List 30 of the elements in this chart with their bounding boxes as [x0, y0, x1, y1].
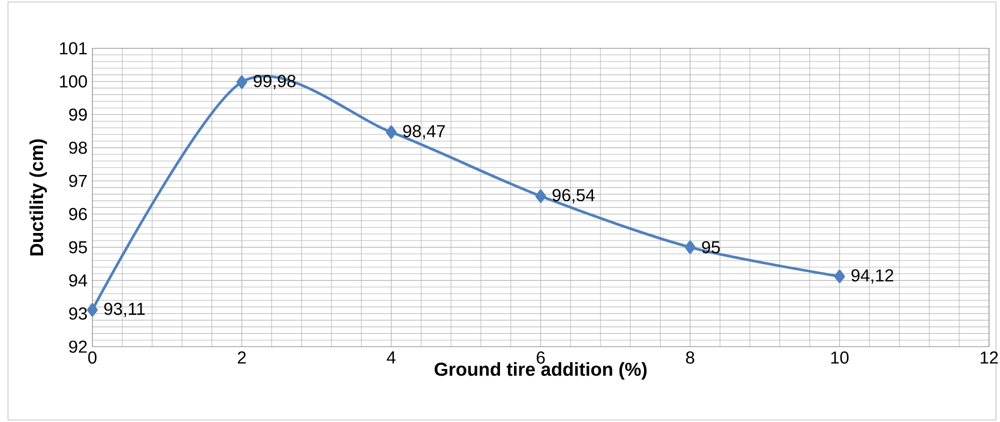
point — [236, 75, 248, 89]
point — [535, 190, 546, 203]
y-tick-label: 96 — [69, 208, 87, 220]
data-label: 99,98 — [254, 74, 296, 90]
point — [386, 126, 397, 139]
x-tick-label: 6 — [536, 351, 545, 364]
x-tick-label: 8 — [686, 351, 694, 364]
y-tick-label: 97 — [69, 174, 87, 188]
data-label: 94,12 — [852, 269, 894, 284]
x-tick-label: 0 — [88, 351, 96, 364]
x-tick-label: 2 — [238, 351, 246, 364]
data-label: 96,54 — [552, 189, 595, 204]
x-tick-label: 10 — [831, 351, 849, 364]
data-label: 93,11 — [104, 302, 145, 318]
point — [87, 303, 98, 317]
point — [834, 270, 845, 284]
y-tick-label: 99 — [69, 108, 87, 121]
point — [684, 240, 696, 254]
y-tick-label: 95 — [69, 241, 87, 254]
data-label: 95 — [702, 241, 720, 254]
y-tick-label: 101 — [60, 42, 87, 54]
x-tick-label: 12 — [980, 351, 998, 364]
y-tick-label: 100 — [60, 75, 87, 88]
data-label: 98,47 — [403, 125, 445, 140]
x-tick-label: 4 — [386, 351, 396, 364]
y-tick-label: 98 — [69, 142, 87, 154]
y-tick-label: 93 — [69, 307, 87, 320]
y-tick-label: 92 — [69, 340, 87, 353]
y-axis-title: Ductility (cm) — [29, 139, 47, 256]
y-tick-label: 94 — [69, 274, 88, 287]
